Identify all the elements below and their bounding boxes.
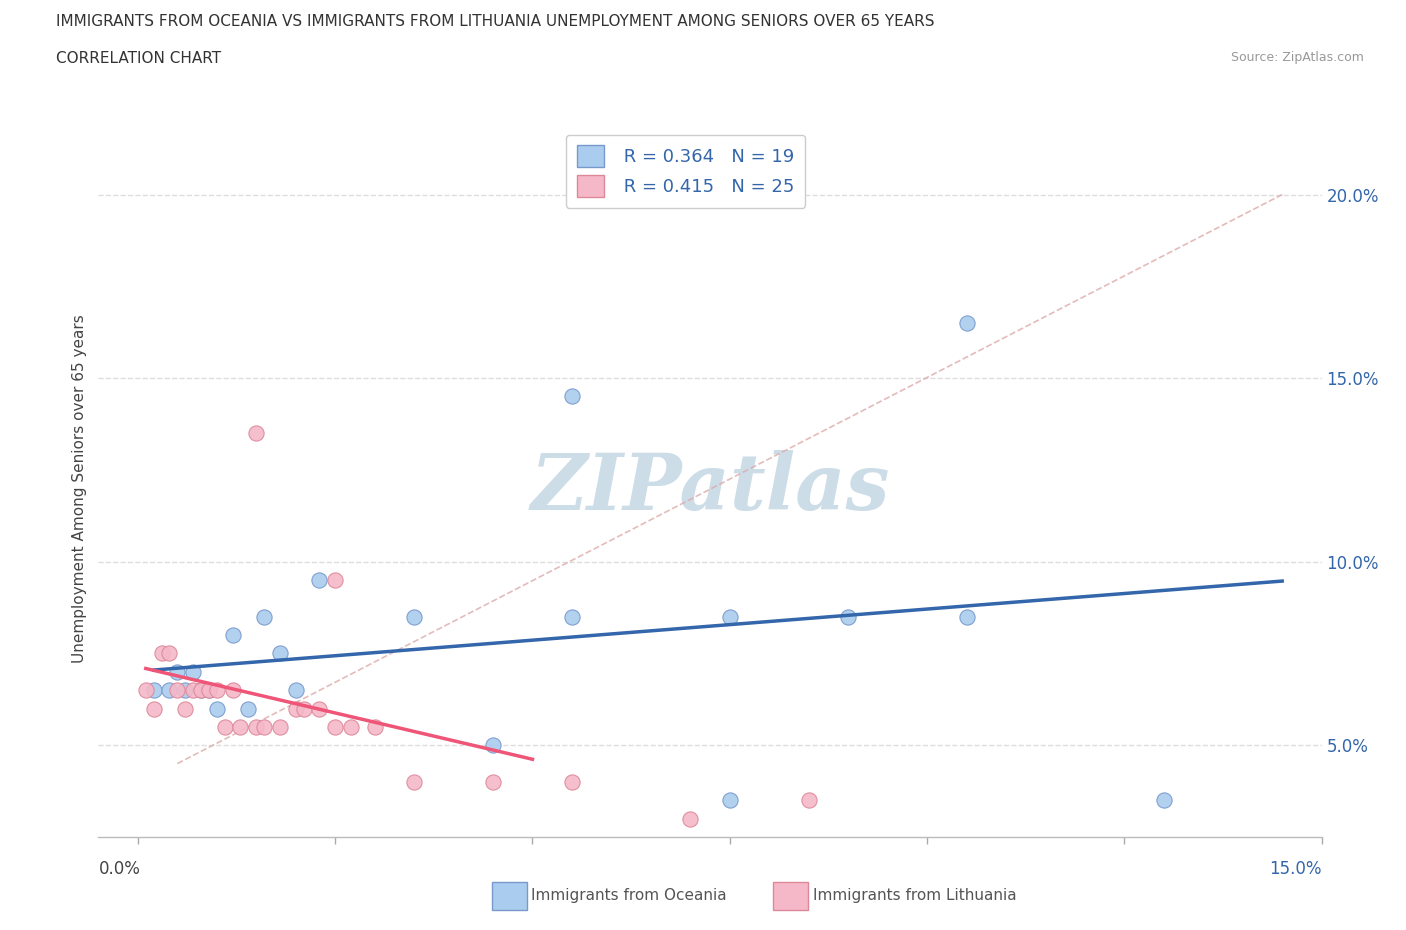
Point — [340, 720, 363, 735]
Text: Immigrants from Oceania: Immigrants from Oceania — [531, 888, 727, 903]
Point — [561, 775, 583, 790]
Point — [1153, 793, 1175, 808]
Point — [135, 683, 157, 698]
Point — [323, 720, 346, 735]
Point — [159, 646, 181, 661]
Point — [245, 720, 267, 735]
Point — [308, 573, 330, 588]
Point — [284, 683, 307, 698]
Legend:  R = 0.364   N = 19,  R = 0.415   N = 25: R = 0.364 N = 19, R = 0.415 N = 25 — [565, 135, 806, 207]
Point — [955, 609, 977, 624]
Point — [205, 701, 228, 716]
Point — [482, 737, 505, 752]
Point — [718, 609, 741, 624]
Point — [159, 683, 181, 698]
Point — [190, 683, 212, 698]
Point — [142, 683, 165, 698]
Point — [837, 609, 859, 624]
Point — [284, 701, 307, 716]
Point — [253, 609, 276, 624]
Y-axis label: Unemployment Among Seniors over 65 years: Unemployment Among Seniors over 65 years — [72, 314, 87, 662]
Text: Source: ZipAtlas.com: Source: ZipAtlas.com — [1230, 51, 1364, 64]
Point — [181, 664, 204, 679]
Point — [561, 389, 583, 404]
Text: CORRELATION CHART: CORRELATION CHART — [56, 51, 221, 66]
Text: ZIPatlas: ZIPatlas — [530, 450, 890, 526]
Text: Immigrants from Lithuania: Immigrants from Lithuania — [813, 888, 1017, 903]
Point — [955, 315, 977, 330]
Text: 15.0%: 15.0% — [1270, 860, 1322, 878]
Point — [404, 775, 426, 790]
Point — [181, 683, 204, 698]
Point — [679, 811, 702, 826]
Point — [190, 683, 212, 698]
Point — [718, 793, 741, 808]
Point — [253, 720, 276, 735]
Text: 0.0%: 0.0% — [98, 860, 141, 878]
Point — [198, 683, 221, 698]
Point — [205, 683, 228, 698]
Point — [797, 793, 820, 808]
Point — [174, 701, 197, 716]
Text: IMMIGRANTS FROM OCEANIA VS IMMIGRANTS FROM LITHUANIA UNEMPLOYMENT AMONG SENIORS : IMMIGRANTS FROM OCEANIA VS IMMIGRANTS FR… — [56, 14, 935, 29]
Point — [174, 683, 197, 698]
Point — [238, 701, 260, 716]
Point — [229, 720, 252, 735]
Point — [269, 720, 291, 735]
Point — [245, 426, 267, 441]
Point — [198, 683, 221, 698]
Point — [214, 720, 236, 735]
Point — [166, 683, 188, 698]
Point — [561, 609, 583, 624]
Point — [482, 775, 505, 790]
Point — [363, 720, 385, 735]
Point — [221, 628, 243, 643]
Point — [404, 609, 426, 624]
Point — [166, 664, 188, 679]
Point — [292, 701, 315, 716]
Point — [142, 701, 165, 716]
Point — [308, 701, 330, 716]
Point — [323, 573, 346, 588]
Point — [150, 646, 173, 661]
Point — [269, 646, 291, 661]
Point — [221, 683, 243, 698]
